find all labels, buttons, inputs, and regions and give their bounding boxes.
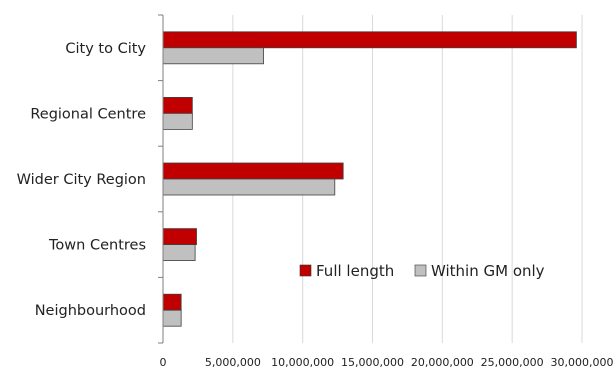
legend-swatch-within-gm-only [414,264,427,277]
x-tick-label-6: 30,000,000 [551,356,613,369]
bar-city-to-city-full-length [162,31,577,49]
bar-regional-centre-within-gm-only [162,113,193,130]
bar-wider-city-region-full-length [162,162,344,180]
legend-swatch-full-length [299,264,312,277]
axes [158,14,164,344]
x-tick-label-2: 10,000,000 [271,356,334,369]
bar-town-centres-full-length [162,228,197,246]
category-label-neighbourhood: Neighbourhood [35,303,146,319]
category-label-city-to-city: City to City [65,41,146,57]
x-tick-label-0: 0 [160,356,167,369]
x-tick-label-1: 5,000,000 [205,356,261,369]
bar-neighbourhood-full-length [162,293,182,311]
bar-neighbourhood-within-gm-only [162,309,182,327]
bar-town-centres-within-gm-only [162,244,196,262]
bars [162,31,577,327]
category-label-town-centres: Town Centres [48,238,146,254]
legend: Full length Within GM only [299,262,545,280]
x-tick-label-4: 20,000,000 [411,356,474,369]
gridlines [232,15,583,343]
x-tick-label-3: 15,000,000 [341,356,404,369]
bar-city-to-city-within-gm-only [162,47,264,65]
x-tick-labels: 0 5,000,000 10,000,000 15,000,000 20,000,000… [160,356,613,369]
category-labels: City to City Regional Centre Wider City Re… [17,41,147,319]
legend-label-within-gm-only: Within GM only [431,262,545,280]
x-tick-label-5: 25,000,000 [481,356,544,369]
bar-wider-city-region-within-gm-only [162,178,336,196]
bar-regional-centre-full-length [162,97,193,114]
category-label-regional-centre: Regional Centre [30,106,146,122]
category-label-wider-city-region: Wider City Region [17,172,146,188]
legend-label-full-length: Full length [316,262,394,280]
